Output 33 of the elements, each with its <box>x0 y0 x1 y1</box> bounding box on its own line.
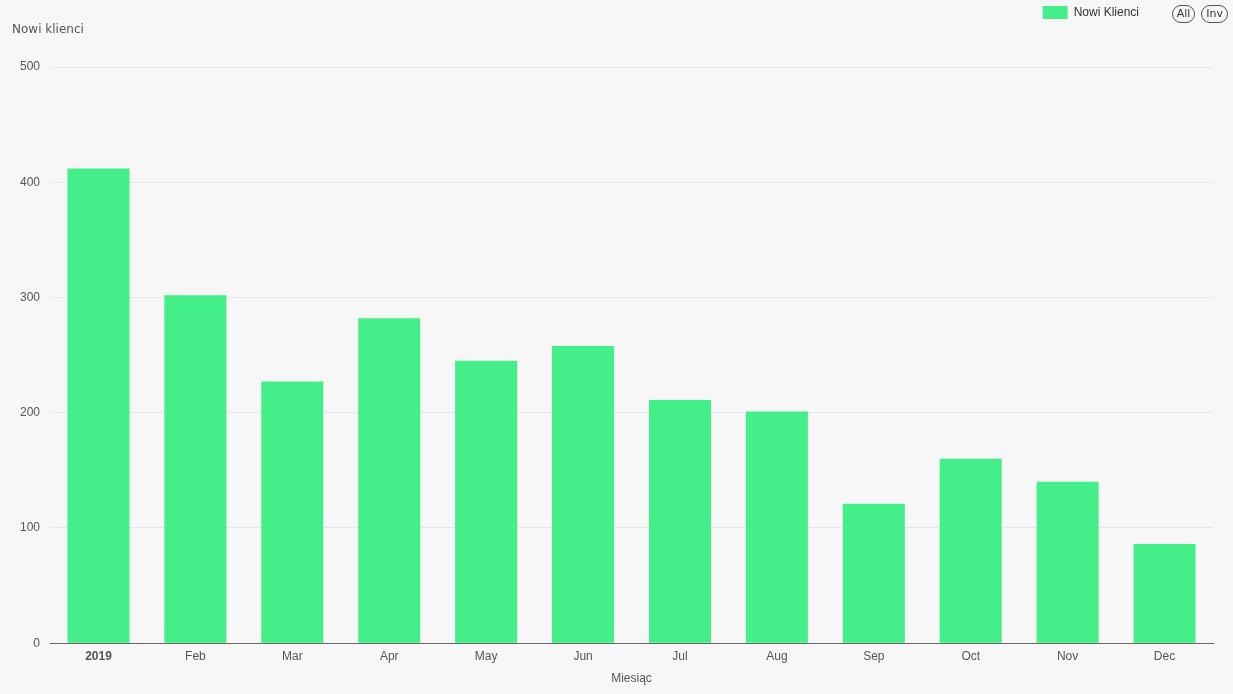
y-tick-label: 100 <box>19 520 41 535</box>
y-tick-label: 200 <box>19 405 41 420</box>
bar <box>552 345 615 643</box>
x-tick-label: Nov <box>1056 648 1079 663</box>
bar <box>67 168 130 643</box>
bar <box>164 295 227 643</box>
bar <box>1036 481 1099 643</box>
y-axis-title: Nowi klienci <box>12 22 84 37</box>
bar <box>1133 544 1196 643</box>
y-tick-label: 400 <box>19 174 41 189</box>
x-tick-label: Jun <box>573 648 593 663</box>
x-tick-label: 2019 <box>85 648 113 663</box>
bar <box>745 411 808 643</box>
bar <box>358 318 421 643</box>
y-tick-label: 300 <box>19 289 41 304</box>
y-tick-label: 0 <box>33 635 41 650</box>
x-tick-label: Dec <box>1153 648 1176 663</box>
x-tick-label: May <box>474 648 498 663</box>
bar <box>261 381 324 643</box>
bar <box>648 400 711 643</box>
x-tick-label: Mar <box>281 648 303 663</box>
y-tick-label: 500 <box>19 59 41 74</box>
x-axis-title: Miesiąc <box>611 671 652 686</box>
bar <box>842 503 905 643</box>
x-tick-label: Sep <box>863 648 885 663</box>
x-tick-label: Oct <box>961 648 981 663</box>
x-tick-label: Feb <box>185 648 207 663</box>
x-tick-label: Aug <box>766 648 788 663</box>
bar <box>455 360 518 643</box>
x-tick-label: Jul <box>672 648 688 663</box>
x-tick-label: Apr <box>379 648 399 663</box>
bar <box>939 458 1002 643</box>
legend-label: Nowi Klienci <box>1073 4 1139 19</box>
